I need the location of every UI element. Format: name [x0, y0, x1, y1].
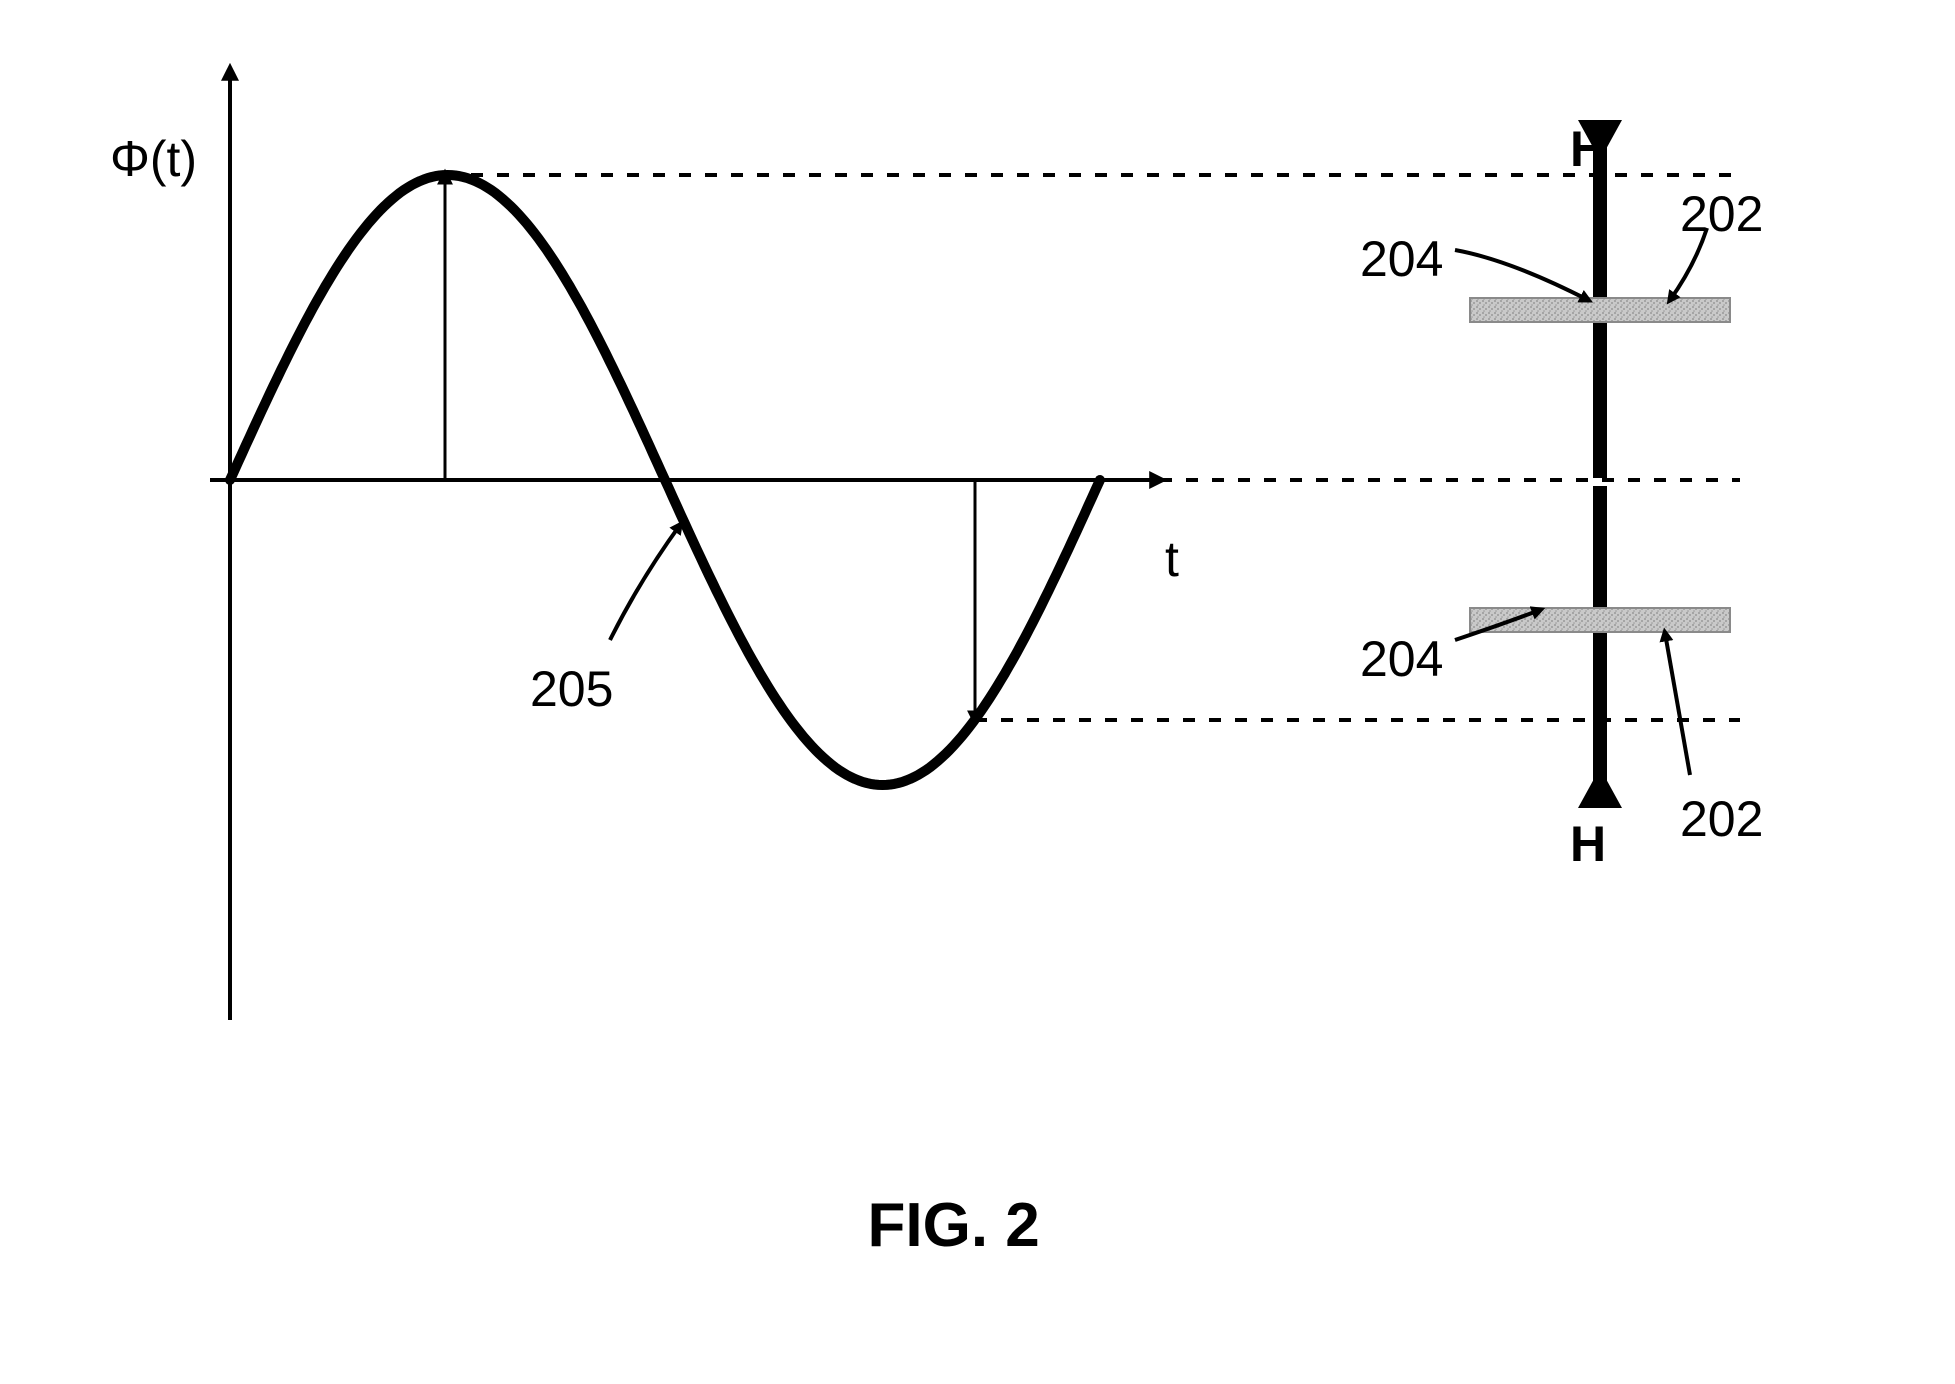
leader-204-top: [1455, 250, 1588, 300]
leader-202-bottom: [1665, 633, 1690, 775]
h-arrow-bottom: [1578, 486, 1622, 808]
leader-202-top: [1670, 228, 1707, 300]
figure-2-stage: Φ(t) t H H 205 204 204 202 202 FIG. 2: [0, 0, 1955, 1384]
figure-svg: [0, 0, 1955, 1384]
bar-202-top: [1470, 298, 1730, 322]
leader-205: [610, 525, 680, 640]
